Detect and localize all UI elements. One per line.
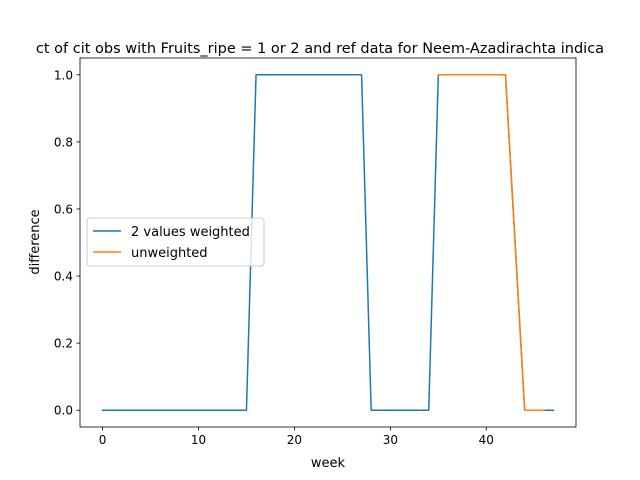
legend-label-2: unweighted [131,246,208,261]
y-tick-label: 0.0 [54,404,73,418]
x-tick-label: 40 [479,433,494,447]
legend-box [86,217,265,267]
x-axis-label: week [311,456,346,471]
y-tick-label: 0.4 [54,270,73,284]
y-axis-label: difference [28,209,43,274]
y-tick-label: 0.6 [54,202,73,216]
legend: 2 values weighted unweighted [86,217,265,267]
axes-frame [79,57,577,428]
legend-label-1: 2 values weighted [131,225,250,240]
series-line-2 [437,74,545,411]
chart-title: ct of cit obs with Fruits_ripe = 1 or 2 … [36,41,604,57]
x-tick-label: 30 [383,433,398,447]
x-tick-label: 0 [99,433,107,447]
y-tick-label: 0.2 [54,337,73,351]
x-tick-label: 10 [191,433,206,447]
y-tick-label: 0.8 [54,135,73,149]
x-tick-label: 20 [287,433,302,447]
y-tick-label: 1.0 [54,68,73,82]
